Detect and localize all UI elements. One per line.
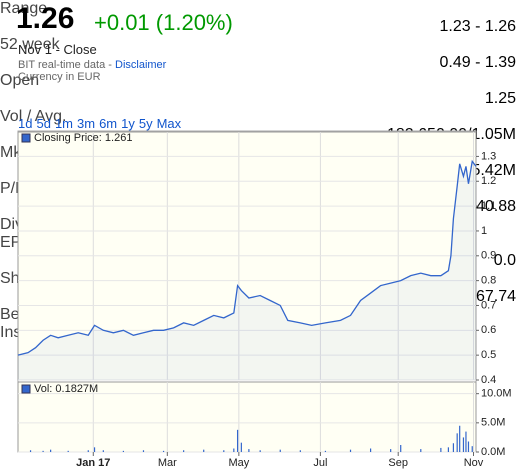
volume-bar [462,437,465,452]
range-link[interactable]: 1m [54,116,73,131]
volume-bar [471,446,473,452]
volume-bar [203,449,205,452]
legend-text: Vol: 0.1827M [34,383,98,395]
stat-value: 1.23 - 1.26 [439,18,516,35]
price-area [18,161,476,380]
price: 1.26 [16,2,75,35]
x-tick-label: Nov [464,457,484,469]
currency: Currency in EUR [18,71,101,83]
range-link[interactable]: 5y [138,116,153,131]
volume-bar [349,449,352,452]
x-tick-label: Jul [313,457,327,469]
volume-bar [223,450,225,452]
y-tick-label: 0.9 [481,250,496,262]
volume-bar [162,450,165,452]
quote-date: Nov 1 - Close [18,42,97,57]
volume-bar [248,449,250,452]
stat-value: 0.0 [493,252,516,269]
volume-bar [452,443,455,452]
range-link[interactable]: 6m [99,116,118,131]
x-tick-label: Jan 17 [76,457,110,469]
volume-bar [369,448,372,452]
stat-value: 67.74 [475,288,516,305]
y-tick-label: 1.3 [481,150,496,162]
volume-bar [456,433,458,452]
volume-bar [465,431,467,452]
volume-bar [259,450,261,452]
volume-bar [390,449,392,452]
range-link[interactable]: 3m [77,116,96,131]
volume-bar [236,429,239,452]
range-link[interactable]: 5d [36,116,51,131]
y-tick-label: 0.6 [481,324,496,336]
volume-bar [50,449,52,452]
range-link[interactable]: Max [156,116,182,131]
stat-value: 40.88 [475,198,516,215]
range-link[interactable]: 1y [121,116,135,131]
x-tick-label: Sep [388,457,408,469]
range-links: 1d 5d 1m 3m 6m 1y 5y Max [18,116,185,131]
volume-bar [87,450,89,452]
volume-bar [42,450,44,452]
stat-label: 52 week [0,36,60,53]
volume-bar [440,447,442,452]
legend-swatch [21,133,31,143]
range-link[interactable]: 1d [18,116,33,131]
y-tick-label: 0.8 [481,275,496,287]
volume-bar [67,450,69,452]
volume-bar [324,450,327,452]
price-change: +0.01 (1.20%) [94,10,233,35]
legend-swatch [21,384,31,394]
y-tick-label: 0.0M [481,446,505,458]
volume-bar [142,450,145,452]
y-tick-label: 1.2 [481,175,496,187]
volume-bar [447,447,449,452]
y-tick-label: 1 [481,225,487,237]
volume-bar [467,441,470,452]
stat-value: 0.49 - 1.39 [439,54,516,71]
source-line: BIT real-time data - Disclaimer [18,59,166,71]
volume-bar [233,448,235,452]
volume-bar [420,449,422,452]
x-tick-label: Mar [158,457,177,469]
x-tick-label: May [228,457,249,469]
volume-bar [102,450,104,452]
volume-bar [93,447,96,452]
volume-bar [400,445,402,452]
stat-value: 1.25 [484,90,516,107]
y-tick-label: 5.0M [481,417,505,429]
source: BIT real-time data - [18,59,115,71]
y-tick-label: 0.5 [481,349,496,361]
volume-bar [122,450,125,452]
volume-bar [459,425,461,452]
price-line [17,159,477,356]
volume-bar [240,442,242,452]
y-tick-label: 10.0M [481,388,512,400]
volume-bar [29,450,32,452]
stat-label: Range [0,0,48,17]
y-tick-label: 0.4 [481,374,496,386]
y-tick-label: 1.1 [481,200,496,212]
stat-label: Vol / Avg. [0,108,67,125]
disclaimer-link[interactable]: Disclaimer [115,59,167,71]
volume-bar [299,450,301,452]
volume-bar [279,449,281,452]
y-tick-label: 0.7 [481,299,496,311]
volume-bar [183,450,185,452]
stat-label: Open [0,72,40,89]
legend-text: Closing Price: 1.261 [34,132,132,144]
